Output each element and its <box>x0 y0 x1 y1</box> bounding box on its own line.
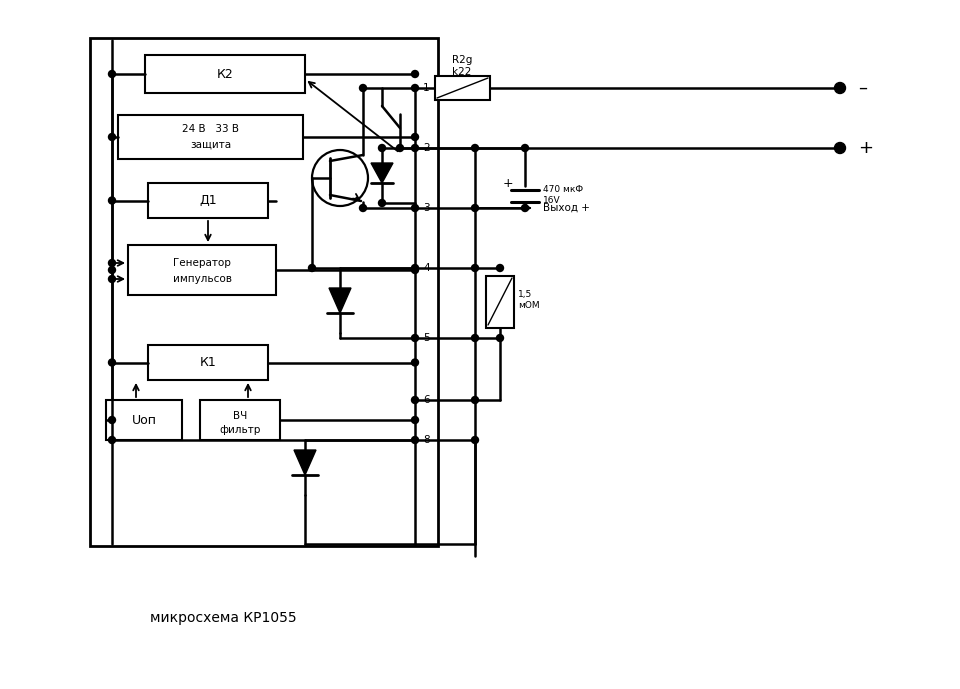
Text: Выход +: Выход + <box>543 203 589 213</box>
Circle shape <box>108 134 115 141</box>
Circle shape <box>471 145 478 152</box>
Circle shape <box>412 396 419 404</box>
Text: 1,5
мОМ: 1,5 мОМ <box>518 290 540 309</box>
Text: Генератор: Генератор <box>173 258 231 268</box>
Circle shape <box>412 265 419 271</box>
Text: К2: К2 <box>217 68 233 81</box>
Circle shape <box>359 205 367 212</box>
Text: +: + <box>858 139 873 157</box>
Text: фильтр: фильтр <box>219 425 261 435</box>
Bar <box>148 345 268 380</box>
Bar <box>145 55 305 93</box>
Circle shape <box>108 260 115 267</box>
Circle shape <box>108 267 115 274</box>
Circle shape <box>471 334 478 342</box>
Circle shape <box>496 334 503 342</box>
Circle shape <box>412 359 419 366</box>
Circle shape <box>359 85 367 92</box>
Circle shape <box>496 265 503 271</box>
Bar <box>486 276 514 328</box>
Circle shape <box>308 265 316 271</box>
Circle shape <box>108 437 115 444</box>
Circle shape <box>412 334 419 342</box>
Bar <box>435 76 490 100</box>
Text: микросхема КΡ1055: микросхема КΡ1055 <box>150 611 297 625</box>
Bar <box>118 115 303 159</box>
Text: Д1: Д1 <box>199 194 217 207</box>
Text: 2: 2 <box>423 143 430 153</box>
Bar <box>90 38 438 546</box>
Bar <box>128 245 276 295</box>
Text: 24 В   33 В: 24 В 33 В <box>182 124 239 134</box>
Text: 470 мкФ
16V: 470 мкФ 16V <box>543 185 583 205</box>
Circle shape <box>834 83 846 94</box>
Circle shape <box>471 437 478 444</box>
Circle shape <box>378 145 386 152</box>
Circle shape <box>108 276 115 282</box>
Text: импульсов: импульсов <box>173 274 231 284</box>
Text: 3: 3 <box>423 203 430 213</box>
Text: 6: 6 <box>423 395 430 405</box>
Circle shape <box>396 145 403 152</box>
Circle shape <box>412 145 419 152</box>
Circle shape <box>834 143 846 154</box>
Circle shape <box>108 359 115 366</box>
Text: R2g
k22: R2g k22 <box>452 55 472 76</box>
Bar <box>106 400 182 440</box>
Bar <box>148 183 268 218</box>
Text: защита: защита <box>190 140 231 150</box>
Circle shape <box>108 416 115 424</box>
Circle shape <box>521 205 529 212</box>
Circle shape <box>412 134 419 141</box>
Circle shape <box>412 85 419 92</box>
Text: –: – <box>858 79 867 97</box>
Circle shape <box>412 267 419 274</box>
Text: 5: 5 <box>423 333 430 343</box>
Circle shape <box>108 70 115 77</box>
Circle shape <box>108 197 115 204</box>
Circle shape <box>412 416 419 424</box>
Circle shape <box>471 265 478 271</box>
Polygon shape <box>371 163 393 183</box>
Circle shape <box>412 205 419 212</box>
Text: ВЧ: ВЧ <box>233 411 247 421</box>
Bar <box>200 400 280 440</box>
Circle shape <box>471 396 478 404</box>
Text: 1: 1 <box>423 83 430 93</box>
Text: Uоп: Uоп <box>132 413 156 426</box>
Circle shape <box>412 437 419 444</box>
Text: +: + <box>502 176 513 189</box>
Circle shape <box>378 200 386 207</box>
Circle shape <box>521 145 529 152</box>
Circle shape <box>412 70 419 77</box>
Text: 4: 4 <box>423 263 430 273</box>
Text: К1: К1 <box>200 356 216 369</box>
Polygon shape <box>329 288 351 313</box>
Polygon shape <box>294 450 316 475</box>
Text: 8: 8 <box>423 435 430 445</box>
Circle shape <box>471 205 478 212</box>
